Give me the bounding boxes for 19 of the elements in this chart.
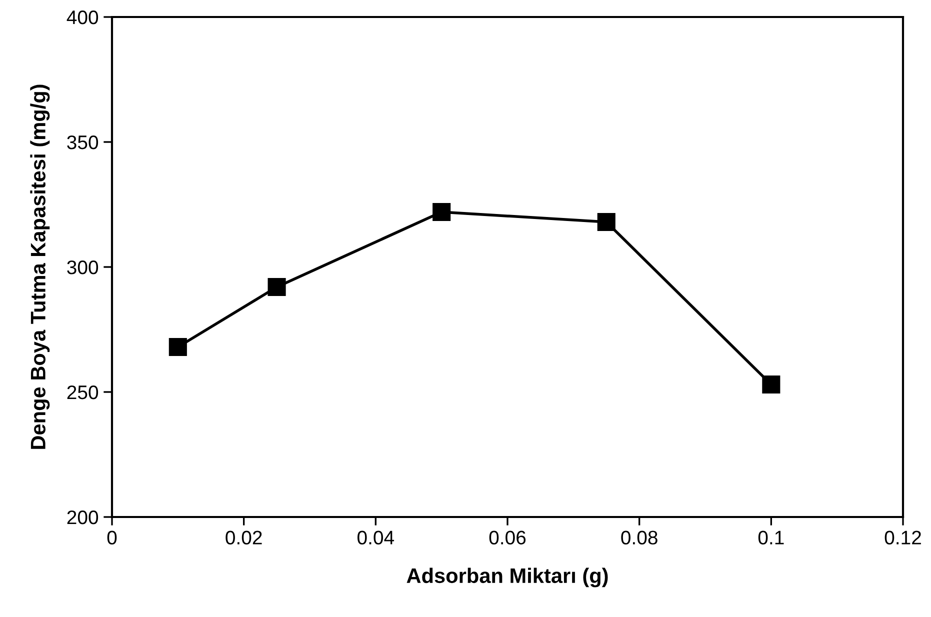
point (597, 212, 616, 232)
point (268, 278, 286, 296)
y-tick-label: 250 (67, 385, 98, 400)
x-tick-label: 0 (107, 530, 117, 544)
y-tick-label: 200 (67, 510, 98, 524)
point (168, 338, 187, 356)
x-tick-label: 0.02 (226, 530, 262, 544)
x-tick-label: 0.1 (758, 530, 784, 544)
x-tick-label: 0.12 (884, 530, 921, 544)
y-tick-label: 400 (66, 10, 98, 24)
y-axis-title: Denge Boya Tutma Kapasitesi (mg/g) (30, 84, 50, 449)
point (762, 375, 780, 394)
x-tick-label: 0.04 (358, 530, 394, 544)
y-tick-label: 300 (67, 260, 98, 274)
x-tick-label: 0.08 (621, 530, 658, 544)
y-tick-label: 350 (67, 135, 98, 150)
x-axis-title: Adsorban Miktarı (g) (406, 568, 608, 588)
point (432, 202, 451, 222)
x-tick-label: 0.06 (489, 530, 526, 544)
